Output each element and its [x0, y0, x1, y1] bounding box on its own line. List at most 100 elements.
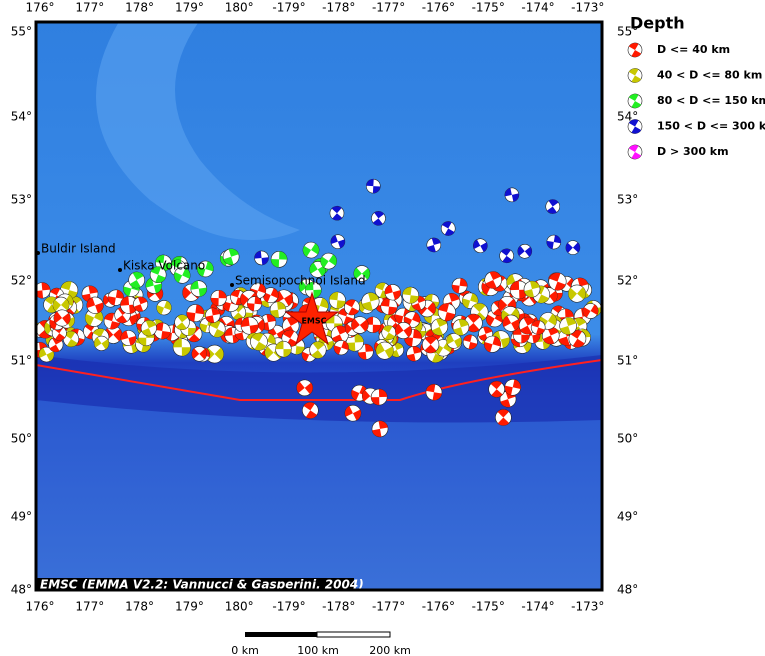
lon-label: -177°: [372, 1, 405, 15]
legend: Depth D <= 40 km 40 < D <= 80 km 80 < D <= …: [627, 14, 765, 160]
ball-quad: [510, 280, 529, 299]
ball-quad: [438, 303, 456, 321]
lat-label: 51°: [617, 354, 638, 368]
event: [523, 280, 541, 298]
epicenter-label: EMSC: [301, 317, 326, 326]
ball-quad: [466, 314, 481, 332]
ball-quad: [205, 347, 224, 361]
lat-label: 53°: [11, 193, 32, 207]
event: [275, 289, 293, 308]
ball-quad: [531, 320, 545, 335]
event: [504, 378, 522, 396]
lon-label: -173°: [571, 1, 604, 15]
ball-quad: [53, 311, 71, 325]
scale-seg: [316, 631, 391, 638]
ball-quad: [39, 347, 54, 362]
ball-quad: [372, 420, 388, 437]
ball-quad: [120, 330, 137, 346]
event: [174, 314, 190, 331]
ball-quad: [268, 326, 286, 342]
lat-label: 52°: [11, 274, 32, 288]
ball-quad: [366, 179, 381, 194]
scale-label: 100 km: [297, 644, 339, 656]
ball-quad: [560, 317, 577, 335]
event: [156, 300, 172, 316]
ball-quad: [371, 389, 388, 406]
lon-label: 177°: [75, 600, 104, 614]
event: [270, 251, 288, 268]
ball-quad: [497, 409, 510, 426]
event: [452, 318, 470, 336]
event: [38, 346, 55, 363]
frame: [34, 20, 604, 592]
lat-label: 51°: [11, 354, 32, 368]
event: [565, 240, 581, 255]
ball-quad: [380, 298, 398, 315]
legend-label: 150 < D <= 300 km: [657, 120, 765, 133]
event: [320, 252, 337, 270]
lon-label: -174°: [521, 600, 554, 614]
ball-quad: [404, 312, 421, 328]
ball-quad: [485, 271, 501, 289]
legend-label: D > 300 km: [657, 145, 729, 158]
ball-quad: [504, 188, 519, 202]
ball-quad: [263, 288, 279, 303]
epicenter: [284, 291, 340, 346]
event: [329, 205, 345, 221]
legend-label: 40 < D <= 80 km: [657, 69, 762, 82]
ball-quad: [155, 255, 172, 271]
lon-label: 179°: [175, 600, 204, 614]
legend-symbol: [627, 144, 643, 160]
ball-quad: [311, 341, 325, 359]
ball-quad: [36, 282, 51, 299]
lon-label: -175°: [472, 1, 505, 15]
places: Buldir Island Kiska Volcano Semisopochnoi …: [36, 242, 366, 288]
lon-label: -174°: [521, 1, 554, 15]
event: [483, 335, 502, 353]
lon-label: 179°: [175, 1, 204, 15]
lon-label: -178°: [322, 600, 355, 614]
event: [149, 266, 167, 284]
event: [208, 320, 226, 338]
ball-quad: [210, 290, 227, 306]
ball-quad: [251, 333, 267, 351]
event: [425, 383, 443, 401]
lat-label: 54°: [11, 110, 32, 124]
ball-quad: [361, 292, 379, 311]
ball-quad: [424, 307, 441, 324]
ball-quad: [517, 245, 532, 257]
legend-symbol: [627, 68, 643, 83]
event: [484, 271, 502, 289]
event: [351, 316, 369, 334]
event: [296, 379, 314, 397]
lon-label: 178°: [125, 600, 154, 614]
ball-quad: [384, 284, 401, 300]
ball-quad: [549, 272, 566, 291]
event: [548, 272, 567, 291]
scale-bar: 0 km 100 km 200 km: [231, 631, 411, 656]
event: [262, 287, 279, 304]
scale-seg: [245, 632, 317, 637]
lon-label: 180°: [225, 1, 254, 15]
lat-label: 49°: [617, 510, 638, 524]
event: [275, 340, 292, 358]
event: [462, 334, 478, 350]
ball-quad: [372, 211, 385, 226]
ball-quad: [329, 292, 346, 309]
ball-quad: [275, 341, 292, 358]
event: [240, 316, 259, 335]
event: [269, 301, 287, 318]
event: [120, 296, 139, 314]
event: [370, 388, 388, 406]
trench: [36, 355, 602, 423]
event: [302, 402, 319, 419]
event: [84, 308, 104, 327]
event: [48, 337, 64, 353]
ball-quad: [351, 385, 368, 401]
lon-label: -178°: [322, 1, 355, 15]
event: [328, 291, 346, 309]
ball-quad: [473, 239, 488, 252]
event: [430, 318, 449, 336]
ball-quad: [501, 248, 513, 263]
